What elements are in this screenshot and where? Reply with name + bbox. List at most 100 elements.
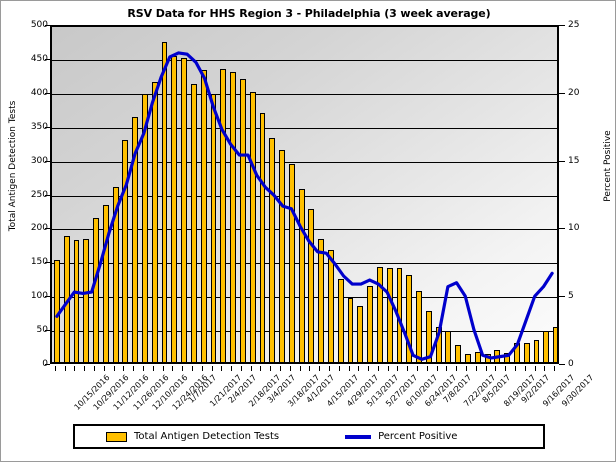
x-axis-tick [133,366,135,371]
bar [190,84,197,362]
y-axis-left-tick-label: 450 [30,53,48,64]
bar [151,82,158,362]
bar [553,326,557,362]
bar [533,340,540,362]
y-axis-right-tick-label: 0 [568,359,574,369]
bar [220,69,227,362]
y-axis-right-tick-label: 15 [568,155,580,166]
bar [406,275,413,362]
x-axis-tick [201,366,203,371]
gridline [52,127,557,129]
x-axis-tick [338,366,340,371]
y-axis-left-tick [45,25,50,26]
bar [200,70,207,362]
x-axis-tick [289,366,291,371]
bar [386,268,393,362]
x-axis-tick [397,366,399,371]
x-axis-tick [368,366,370,371]
bar [328,250,334,362]
y-axis-left: Total Antigen Detection Tests 0 50 100 150 2… [1,1,50,462]
legend-item-percent-positive: Percent Positive [345,431,457,442]
x-axis-tick [348,366,350,371]
x-axis-tick [446,366,448,371]
y-axis-right-tick [559,228,565,230]
x-axis-tick [162,366,164,371]
bar [239,78,246,362]
x-axis-tick [456,366,458,371]
bar [161,41,168,362]
x-axis-tick [328,366,330,371]
x-axis-tick [123,366,125,371]
y-axis-right-tick-label: 5 [568,291,574,302]
y-axis-left-tick [45,126,50,128]
x-axis-tick [221,366,223,371]
x-axis-tick [84,366,86,371]
chart-legend: Total Antigen Detection Tests Percent Po… [73,424,545,449]
x-axis-tick [554,366,556,371]
x-axis-tick [211,366,213,371]
y-axis-right-tick-label: 25 [568,20,580,30]
bar [259,112,266,362]
bar [455,345,462,362]
x-axis-tick [152,366,154,371]
y-axis-left-tick [45,228,50,230]
bar [504,353,511,362]
y-axis-right: 0 5 10 15 20 25 [559,1,616,462]
legend-label-line: Percent Positive [378,431,458,442]
bar [318,238,325,362]
bar [181,58,188,362]
bar [230,71,236,362]
y-axis-left-tick-label: 350 [30,121,48,132]
bar [465,353,471,362]
x-axis-tick [191,366,193,371]
bar [249,92,256,362]
bar [425,311,432,362]
x-axis-tick [74,366,76,371]
bar [298,189,305,362]
chart-title: RSV Data for HHS Region 3 - Philadelphia… [127,7,491,20]
bar [445,330,452,362]
x-axis-tick [417,366,419,371]
y-axis-left-tick-label: 500 [30,20,48,30]
bar [288,164,295,362]
x-axis-tick [358,366,360,371]
y-axis-right-tick-label: 20 [568,87,580,98]
y-axis-left-tick-label: 250 [30,189,48,200]
x-axis-tick [299,366,301,371]
line-swatch-icon [345,434,372,439]
bar [543,330,550,362]
y-axis-left-title: Total Antigen Detection Tests [8,100,18,232]
x-axis-tick [475,366,477,371]
bar [142,93,148,362]
y-axis-left-tick [45,92,50,94]
x-axis-tick [387,366,389,371]
y-axis-left-tick-label: 100 [30,291,48,302]
y-axis-left-tick-label: 150 [30,257,48,268]
line-series [55,51,554,361]
x-axis-tick [505,366,507,371]
x-axis-tick [182,366,184,371]
bar [122,139,129,362]
bar [308,208,315,362]
x-axis-tick [142,366,144,371]
x-axis-tick [64,366,66,371]
bar [279,150,285,362]
x-axis-tick [534,366,536,371]
bar [112,187,119,362]
bar-series [52,26,557,362]
x-axis-tick [240,366,242,371]
x-axis-tick [495,366,497,371]
x-axis-tick [309,366,311,371]
y-axis-left-tick [45,58,50,60]
percent-positive-line [55,51,554,361]
x-axis: 10/15/2016 10/29/2016 11/12/2016 11/26/2016… [50,366,596,461]
x-axis-tick [524,366,526,371]
bar [73,239,80,362]
y-axis-left-tick-label: 200 [30,223,48,234]
bar [102,204,109,362]
x-axis-tick [377,366,379,371]
bar-swatch-icon [106,431,127,442]
x-axis-tick [113,366,115,371]
y-axis-left-tick [45,194,50,196]
